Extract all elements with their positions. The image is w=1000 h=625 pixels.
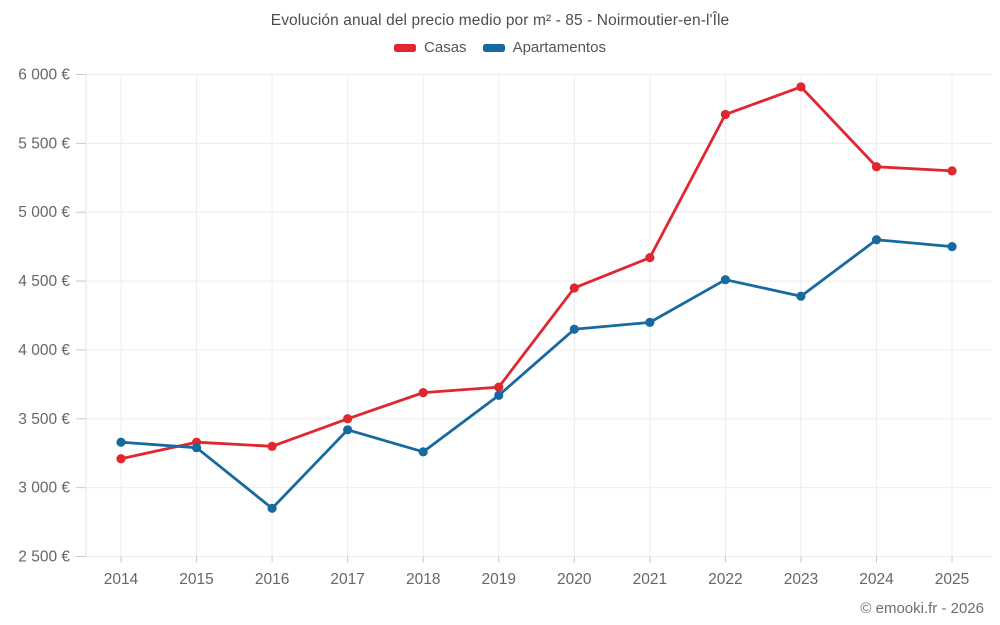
x-tick-label: 2017 (330, 571, 364, 588)
chart-title: Evolución anual del precio medio por m² … (270, 12, 730, 29)
legend-label-casas: Casas (424, 39, 467, 56)
data-point-apartamentos-2017[interactable] (343, 425, 353, 435)
data-point-casas-2024[interactable] (871, 162, 882, 172)
data-point-apartamentos-2021[interactable] (645, 317, 655, 327)
x-tick-label: 2016 (255, 571, 289, 588)
y-tick-label: 5 000 € (18, 204, 70, 221)
y-tick-label: 3 500 € (18, 411, 70, 428)
series-line-casas (119, 85, 954, 461)
y-tick-label: 6 000 € (18, 67, 70, 84)
data-point-casas-2019[interactable] (494, 382, 504, 392)
data-point-apartamentos-2020[interactable] (569, 324, 579, 334)
y-tick-label: 4 000 € (18, 342, 70, 359)
data-point-apartamentos-2025[interactable] (947, 242, 957, 252)
data-point-casas-2016[interactable] (267, 441, 277, 451)
legend-item-apartamentos[interactable]: Apartamentos (482, 39, 606, 56)
x-tick-label: 2018 (406, 571, 440, 588)
data-point-apartamentos-2015[interactable] (191, 443, 202, 453)
data-point-casas-2022[interactable] (720, 109, 731, 120)
x-tick-label: 2020 (557, 571, 592, 588)
data-point-casas-2021[interactable] (645, 253, 655, 263)
y-tick-label: 2 500 € (18, 549, 70, 566)
apartamentos-color-swatch (482, 43, 505, 52)
legend-item-casas[interactable]: Casas (394, 39, 467, 56)
x-tick-label: 2025 (935, 571, 969, 588)
y-tick-label: 5 500 € (18, 135, 70, 152)
x-tick-label: 2024 (859, 571, 894, 588)
data-point-apartamentos-2023[interactable] (796, 291, 806, 301)
x-tick-label: 2023 (784, 571, 818, 588)
data-point-apartamentos-2024[interactable] (871, 235, 882, 245)
data-point-casas-2025[interactable] (947, 166, 957, 176)
legend: Casas Apartamentos (0, 39, 1000, 56)
legend-label-apartamentos: Apartamentos (512, 39, 606, 56)
y-tick-label: 3 000 € (18, 480, 70, 497)
x-tick-label: 2022 (708, 571, 742, 588)
data-point-apartamentos-2018[interactable] (418, 447, 428, 457)
data-point-casas-2018[interactable] (418, 388, 428, 398)
data-point-casas-2014[interactable] (116, 454, 126, 464)
x-tick-label: 2021 (633, 571, 667, 588)
data-point-casas-2020[interactable] (569, 283, 579, 293)
data-point-apartamentos-2019[interactable] (494, 390, 504, 400)
x-tick-label: 2015 (179, 571, 213, 588)
data-point-apartamentos-2022[interactable] (720, 275, 731, 285)
data-point-casas-2023[interactable] (796, 82, 806, 92)
data-point-apartamentos-2016[interactable] (267, 503, 277, 513)
series-line-apartamentos (119, 238, 954, 510)
casas-color-swatch (394, 43, 417, 52)
data-point-apartamentos-2014[interactable] (116, 437, 126, 447)
data-point-casas-2017[interactable] (343, 414, 353, 424)
x-tick-label: 2014 (104, 571, 139, 588)
y-tick-label: 4 500 € (18, 273, 70, 290)
copyright-watermark: © emooki.fr - 2026 (860, 600, 984, 617)
x-tick-label: 2019 (482, 571, 516, 588)
